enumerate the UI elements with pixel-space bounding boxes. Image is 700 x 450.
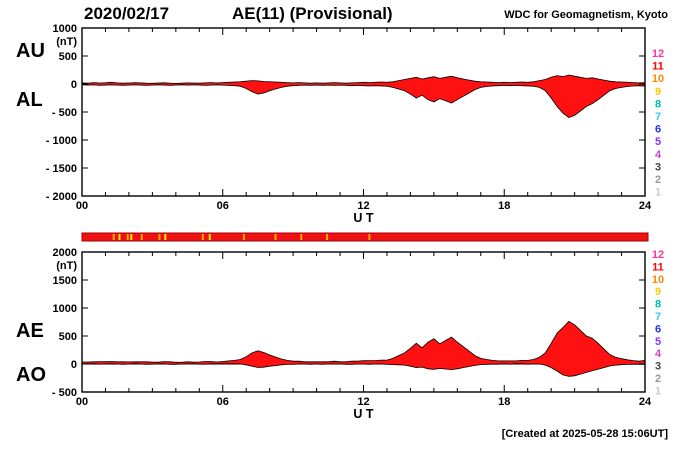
x-tick-label: 12 xyxy=(357,396,369,408)
y-tick-label: - 500 xyxy=(52,107,77,119)
station-number: 12 xyxy=(652,249,664,261)
x-tick-label: 18 xyxy=(498,396,510,408)
y-tick-label: 0 xyxy=(71,79,77,91)
panel-AU-AL: 1000 500 0 - 500 - 1000 - 1500 - 2000 (nT) 00 06 1… xyxy=(16,23,664,225)
x-tick-label: 06 xyxy=(217,396,229,408)
x-axis-label: U T xyxy=(353,407,374,421)
station-number: 5 xyxy=(655,336,661,348)
x-tick-label: 24 xyxy=(639,200,652,212)
x-tick-label: 12 xyxy=(357,200,369,212)
station-number: 3 xyxy=(655,361,661,373)
station-number: 1 xyxy=(655,385,661,397)
y-tick-label: - 1000 xyxy=(46,135,77,147)
x-tick-label: 00 xyxy=(76,396,88,408)
y-tick-label: 1000 xyxy=(53,23,77,35)
station-number: 2 xyxy=(655,174,661,186)
station-number: 2 xyxy=(655,373,661,385)
created-timestamp: [Created at 2025-05-28 15:06UT] xyxy=(501,428,668,440)
station-number: 9 xyxy=(655,86,661,98)
y-tick-label: 500 xyxy=(59,331,77,343)
x-tick-label: 18 xyxy=(498,200,510,212)
plot-date: 2020/02/17 xyxy=(84,4,170,23)
x-axis-label: U T xyxy=(353,211,374,225)
station-number: 3 xyxy=(655,161,661,173)
area-AE-AO xyxy=(82,321,645,377)
index-label-AU: AU xyxy=(16,40,45,62)
station-number: 6 xyxy=(655,323,661,335)
y-tick-label: 2000 xyxy=(53,247,77,259)
index-label-AL: AL xyxy=(16,89,43,111)
station-number: 1 xyxy=(655,187,661,199)
trace-AE xyxy=(82,320,646,363)
y-tick-label: - 2000 xyxy=(46,191,77,203)
station-number: 4 xyxy=(655,149,662,161)
y-tick-label: - 1500 xyxy=(46,163,77,175)
y-tick-label: - 500 xyxy=(52,387,77,399)
station-number: 7 xyxy=(655,311,661,323)
availability-bar-fill xyxy=(81,232,649,242)
x-tick-label: 00 xyxy=(76,200,88,212)
wdc-credit: WDC for Geomagnetism, Kyoto xyxy=(504,9,668,21)
trace-AO xyxy=(81,363,646,377)
station-number: 8 xyxy=(655,299,661,311)
x-tick-label: 06 xyxy=(217,200,229,212)
station-number: 5 xyxy=(655,136,661,148)
station-number: 10 xyxy=(652,73,664,85)
station-number: 11 xyxy=(652,61,664,73)
area-AU-AL xyxy=(82,75,645,118)
y-tick-label: 0 xyxy=(71,359,77,371)
index-label-AO: AO xyxy=(16,364,46,386)
index-label-AE: AE xyxy=(16,320,44,342)
station-number: 4 xyxy=(655,348,662,360)
station-number: 6 xyxy=(655,124,661,136)
station-number: 9 xyxy=(655,286,661,298)
station-number: 11 xyxy=(652,261,664,273)
unit-label: (nT) xyxy=(56,36,77,48)
trace-AL xyxy=(81,84,646,119)
station-number: 7 xyxy=(655,111,661,123)
station-number: 10 xyxy=(652,274,664,286)
station-number: 12 xyxy=(652,48,664,60)
y-tick-label: 1500 xyxy=(53,275,77,287)
trace-AU xyxy=(81,74,646,84)
plot-title: AE(11) (Provisional) xyxy=(232,4,393,23)
station-number: 8 xyxy=(655,98,661,110)
data-availability-bar xyxy=(81,232,649,242)
plot-frame xyxy=(81,27,646,197)
y-tick-label: 1000 xyxy=(53,303,77,315)
unit-label: (nT) xyxy=(56,260,77,272)
y-tick-label: 500 xyxy=(59,51,77,63)
x-tick-label: 24 xyxy=(639,396,652,408)
